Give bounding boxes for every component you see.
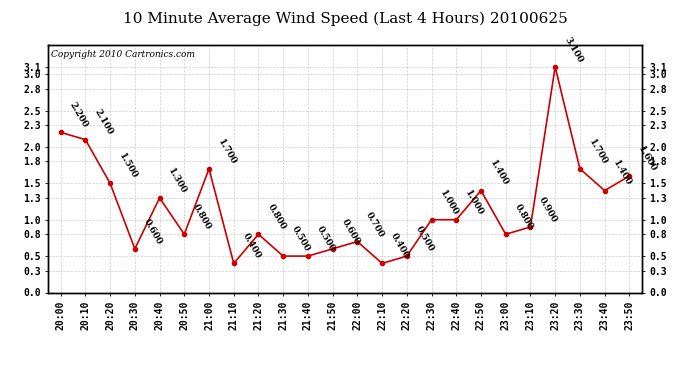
- Text: 2.100: 2.100: [92, 108, 114, 137]
- Text: 0.900: 0.900: [538, 195, 559, 224]
- Text: 0.400: 0.400: [389, 232, 411, 261]
- Text: 10 Minute Average Wind Speed (Last 4 Hours) 20100625: 10 Minute Average Wind Speed (Last 4 Hou…: [123, 11, 567, 26]
- Text: 0.800: 0.800: [191, 203, 213, 231]
- Text: 1.400: 1.400: [611, 159, 633, 188]
- Text: 0.400: 0.400: [241, 232, 262, 261]
- Text: 1.600: 1.600: [636, 144, 658, 173]
- Text: 0.800: 0.800: [513, 203, 535, 231]
- Text: 0.500: 0.500: [290, 225, 312, 254]
- Text: 0.500: 0.500: [315, 225, 337, 254]
- Text: 0.700: 0.700: [364, 210, 386, 239]
- Text: 1.000: 1.000: [438, 188, 460, 217]
- Text: 1.300: 1.300: [166, 166, 188, 195]
- Text: 0.800: 0.800: [266, 203, 287, 231]
- Text: 0.600: 0.600: [141, 217, 164, 246]
- Text: 1.000: 1.000: [463, 188, 485, 217]
- Text: 1.700: 1.700: [216, 137, 238, 166]
- Text: 1.500: 1.500: [117, 152, 139, 180]
- Text: Copyright 2010 Cartronics.com: Copyright 2010 Cartronics.com: [51, 50, 195, 59]
- Text: 1.700: 1.700: [586, 137, 609, 166]
- Text: 0.600: 0.600: [339, 217, 362, 246]
- Text: 3.100: 3.100: [562, 35, 584, 64]
- Text: 1.400: 1.400: [488, 159, 510, 188]
- Text: 2.200: 2.200: [68, 101, 90, 130]
- Text: 0.500: 0.500: [414, 225, 435, 254]
